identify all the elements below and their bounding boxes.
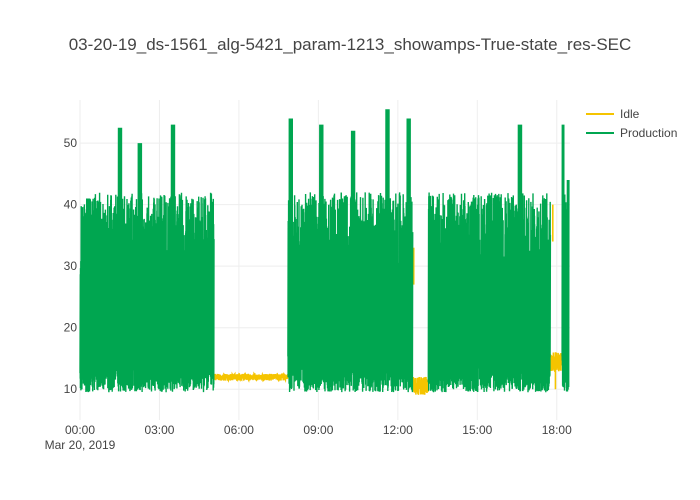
production-series-line (79, 124, 215, 393)
production-series-line (427, 124, 552, 393)
chart-title: 03-20-19_ds-1561_alg-5421_param-1213_sho… (69, 35, 632, 54)
y-axis: 10 20 30 40 50 (64, 136, 78, 396)
x-tick-label: 18:00 (542, 423, 572, 437)
y-tick-label: 30 (64, 259, 78, 273)
y-tick-label: 10 (64, 382, 78, 396)
production-series-line (287, 109, 414, 393)
x-tick-label: 09:00 (303, 423, 333, 437)
x-tick-label: 06:00 (224, 423, 254, 437)
x-date-label: Mar 20, 2019 (45, 438, 116, 452)
idle-series-line (213, 371, 289, 383)
x-tick-label: 00:00 (65, 423, 95, 437)
x-tick-label: 15:00 (462, 423, 492, 437)
y-tick-label: 40 (64, 198, 78, 212)
plot-area (79, 109, 570, 395)
legend-label: Production (620, 126, 677, 140)
x-axis: 00:00 03:00 06:00 09:00 12:00 15:00 18:00 Mar 2… (45, 423, 572, 452)
legend-label: Idle (620, 107, 640, 121)
legend-item-idle[interactable]: Idle (586, 107, 640, 121)
y-tick-label: 20 (64, 321, 78, 335)
x-tick-label: 03:00 (144, 423, 174, 437)
legend-item-production[interactable]: Production (586, 126, 677, 140)
x-tick-label: 12:00 (383, 423, 413, 437)
idle-series-line (411, 376, 430, 395)
legend[interactable]: Idle Production (586, 107, 677, 140)
production-series-line (561, 124, 570, 392)
y-tick-label: 50 (64, 136, 78, 150)
